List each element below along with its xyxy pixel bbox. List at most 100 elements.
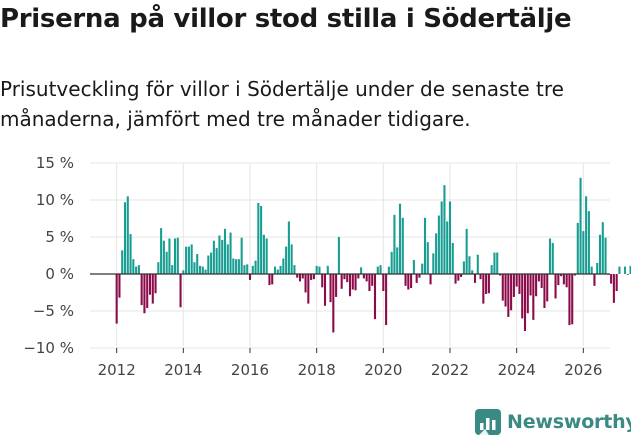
bar (140, 274, 143, 306)
x-tick-label: 2024 (498, 361, 536, 379)
bar (137, 265, 140, 274)
x-tick-label: 2012 (98, 361, 136, 379)
chart-subtitle: Prisutveckling för villor i Södertälje u… (0, 77, 564, 131)
bar (460, 274, 463, 277)
bar (576, 222, 579, 274)
bar (296, 274, 299, 278)
bar (465, 228, 468, 274)
bar (454, 274, 457, 284)
bar (232, 258, 235, 274)
bar (398, 203, 402, 274)
x-tick-label: 2018 (298, 361, 336, 379)
bar (243, 265, 246, 274)
bar (573, 274, 577, 276)
bar (287, 221, 290, 274)
bar (357, 274, 360, 279)
bar (160, 228, 163, 274)
bar (582, 231, 585, 274)
bar (273, 266, 277, 274)
bar (521, 274, 524, 319)
bar (337, 237, 340, 274)
bar (626, 274, 629, 275)
bar (329, 274, 332, 303)
bar (343, 274, 346, 280)
bar (493, 252, 496, 274)
bar (168, 238, 171, 274)
bar (268, 274, 271, 286)
bar (157, 262, 160, 274)
bar (485, 274, 488, 294)
bar (346, 274, 349, 283)
bar (529, 274, 532, 296)
bar (468, 256, 471, 274)
bar (215, 248, 218, 274)
bar (207, 255, 210, 274)
bar (182, 270, 185, 274)
bar (321, 274, 324, 288)
bar (226, 244, 229, 274)
bar (326, 265, 329, 274)
bar (201, 266, 204, 274)
bar (601, 222, 604, 274)
newsworthy-logo-icon (475, 409, 501, 435)
bar (371, 274, 374, 286)
bar (373, 274, 377, 320)
bar (496, 252, 499, 274)
bar (523, 274, 527, 331)
bar (385, 274, 388, 326)
bar (121, 250, 124, 274)
bar (615, 274, 618, 292)
bar (132, 259, 135, 274)
bar (293, 265, 296, 274)
bar (557, 274, 560, 286)
bar (390, 251, 393, 274)
bar (515, 274, 518, 287)
bar (223, 228, 227, 274)
bar (265, 238, 268, 274)
bar (190, 244, 193, 274)
bar (443, 185, 446, 274)
y-tick-label: −5 % (33, 302, 74, 320)
bar (304, 274, 307, 293)
y-tick-label: 15 % (36, 154, 74, 172)
bar (185, 246, 188, 274)
bar (340, 274, 343, 289)
bar (507, 274, 510, 317)
bar (423, 217, 427, 274)
bar (171, 265, 174, 274)
brand-logo[interactable]: Newsworthy (475, 407, 631, 437)
bar (546, 274, 549, 302)
bar (254, 260, 257, 274)
bar (235, 259, 238, 274)
bar (154, 274, 157, 294)
bar (479, 274, 482, 280)
x-tick-label: 2014 (164, 361, 202, 379)
bar (457, 274, 460, 281)
bar (246, 264, 249, 274)
x-tick-label: 2020 (364, 361, 402, 379)
bar (540, 274, 543, 289)
y-tick-label: 5 % (45, 228, 74, 246)
bar (237, 259, 240, 274)
bar (135, 266, 138, 274)
bar (446, 221, 449, 274)
bar (279, 265, 282, 274)
bar (512, 274, 515, 297)
bar (162, 240, 165, 274)
bar (451, 242, 454, 274)
bar (118, 274, 121, 298)
bar (585, 196, 588, 274)
bar (379, 265, 382, 274)
bar (365, 274, 368, 282)
bar (210, 252, 213, 274)
bar (257, 202, 260, 274)
bar (212, 240, 215, 274)
bar (571, 274, 574, 325)
bar (437, 215, 440, 274)
bar (368, 274, 371, 292)
bar (562, 274, 565, 285)
bar (393, 214, 396, 274)
bar (568, 274, 571, 326)
bar (332, 274, 335, 333)
